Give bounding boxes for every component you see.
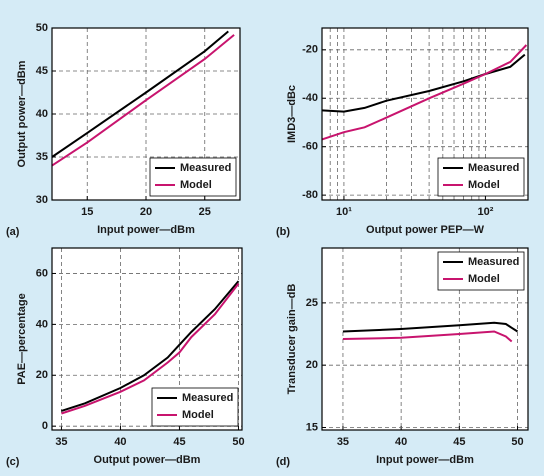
data-line	[51, 34, 235, 167]
y-tick-label: -40	[302, 92, 318, 104]
y-tick-label: 40	[36, 318, 48, 330]
y-tick-label: 20	[36, 369, 48, 381]
legend-box	[151, 387, 239, 427]
y-tick-label: 35	[36, 151, 48, 163]
panel-label: (a)	[6, 226, 20, 238]
panel-label: (b)	[276, 226, 290, 238]
x-tick-label: 50	[232, 436, 244, 448]
y-tick-label: 45	[36, 65, 48, 77]
data-line	[61, 280, 240, 412]
x-tick-label: 20	[140, 206, 152, 218]
legend-label: Measured	[180, 162, 231, 174]
legend-label: Model	[180, 179, 212, 191]
legend-label: Model	[468, 179, 500, 191]
legend-label: Model	[182, 409, 214, 421]
plot-border	[51, 247, 243, 431]
x-tick-label: 35	[337, 436, 349, 448]
plot-border	[321, 27, 529, 201]
y-tick-label: 20	[306, 359, 318, 371]
x-tick-label: 15	[81, 206, 93, 218]
panel-label: (d)	[276, 456, 290, 468]
data-line	[61, 282, 240, 415]
y-axis-label: IMD3—dBc	[286, 85, 298, 143]
x-axis-label: Output power PEP—W	[366, 224, 485, 236]
legend-label: Measured	[182, 392, 233, 404]
data-line	[342, 330, 513, 343]
x-tick-label: 25	[199, 206, 211, 218]
x-tick-label: 40	[395, 436, 407, 448]
y-tick-label: 15	[306, 421, 318, 433]
data-line	[321, 53, 526, 113]
data-line	[321, 44, 528, 141]
y-tick-label: 0	[42, 420, 48, 432]
x-axis-label: Input power—dBm	[97, 224, 195, 236]
x-tick-label: 40	[114, 436, 126, 448]
x-tick-label: 10¹	[336, 206, 352, 218]
x-tick-label: 10²	[477, 206, 493, 218]
data-line	[342, 321, 519, 333]
legend-label: Measured	[468, 162, 519, 174]
legend-label: Model	[468, 273, 500, 285]
data-line	[51, 30, 229, 158]
y-tick-label: 30	[36, 194, 48, 206]
legend-label: Measured	[468, 256, 519, 268]
legend-box	[437, 157, 525, 197]
x-tick-label: 50	[511, 436, 523, 448]
y-tick-label: 25	[306, 297, 318, 309]
y-tick-label: 40	[36, 108, 48, 120]
y-axis-label: PAE—percentage	[16, 293, 28, 385]
x-tick-label: 45	[453, 436, 465, 448]
x-tick-label: 35	[55, 436, 67, 448]
y-tick-label: -60	[302, 141, 318, 153]
y-tick-label: 60	[36, 267, 48, 279]
y-axis-label: Output power—dBm	[16, 60, 28, 167]
y-tick-label: -20	[302, 44, 318, 56]
y-axis-label: Transducer gain—dB	[286, 284, 298, 395]
x-tick-label: 45	[173, 436, 185, 448]
legend-box	[149, 157, 237, 197]
y-tick-label: -80	[302, 189, 318, 201]
legend-box	[437, 251, 525, 291]
x-axis-label: Input power—dBm	[376, 454, 474, 466]
x-axis-label: Output power—dBm	[94, 454, 201, 466]
plot-border	[321, 247, 529, 431]
plot-border	[51, 27, 241, 201]
y-tick-label: 50	[36, 22, 48, 34]
panel-label: (c)	[6, 456, 20, 468]
